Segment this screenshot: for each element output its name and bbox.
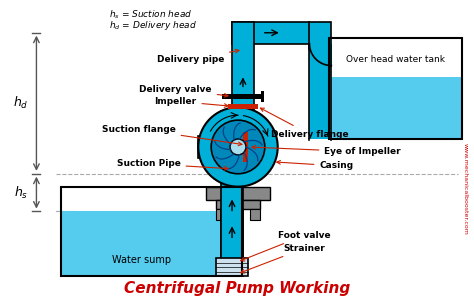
Text: Suction Pipe: Suction Pipe — [117, 159, 228, 170]
Text: Delivery pipe: Delivery pipe — [156, 49, 239, 64]
Bar — [329, 38, 463, 139]
Text: Over head water tank: Over head water tank — [346, 55, 446, 64]
Bar — [228, 104, 258, 109]
Bar — [222, 94, 264, 99]
Text: Strainer: Strainer — [241, 244, 325, 273]
Bar — [310, 44, 331, 139]
Text: Centrifugal Pump Working: Centrifugal Pump Working — [124, 281, 350, 297]
Bar — [250, 209, 260, 221]
Text: Suction flange: Suction flange — [102, 125, 242, 146]
Circle shape — [230, 139, 246, 155]
Bar — [206, 187, 270, 200]
Bar — [216, 209, 226, 221]
Text: $h_d$ = Delivery head: $h_d$ = Delivery head — [109, 19, 197, 32]
Bar — [232, 22, 254, 111]
Bar — [221, 212, 243, 276]
Text: Delivery flange: Delivery flange — [260, 108, 348, 139]
Circle shape — [198, 107, 278, 187]
Text: Impeller: Impeller — [155, 97, 228, 107]
Bar — [216, 258, 248, 276]
Bar — [216, 200, 260, 209]
Bar — [198, 136, 243, 158]
Bar — [221, 144, 243, 212]
Text: $h_s$ = Suction head: $h_s$ = Suction head — [109, 9, 192, 21]
Bar — [61, 187, 242, 276]
Bar — [261, 91, 264, 102]
Text: Eye of Impeller: Eye of Impeller — [252, 145, 401, 156]
Circle shape — [211, 120, 265, 174]
Bar — [243, 132, 248, 162]
Bar — [329, 77, 463, 139]
Text: Water sump: Water sump — [112, 255, 171, 265]
Text: $h_s$: $h_s$ — [14, 184, 28, 201]
Text: Casing: Casing — [277, 161, 354, 170]
Polygon shape — [310, 44, 331, 66]
Bar — [232, 22, 331, 44]
Text: www.mechanicalbooster.com: www.mechanicalbooster.com — [463, 143, 468, 235]
Text: Delivery valve: Delivery valve — [139, 85, 228, 97]
Bar — [61, 212, 242, 276]
Text: Foot valve: Foot valve — [241, 231, 331, 261]
Bar — [221, 111, 243, 276]
Text: $h_d$: $h_d$ — [13, 95, 28, 111]
